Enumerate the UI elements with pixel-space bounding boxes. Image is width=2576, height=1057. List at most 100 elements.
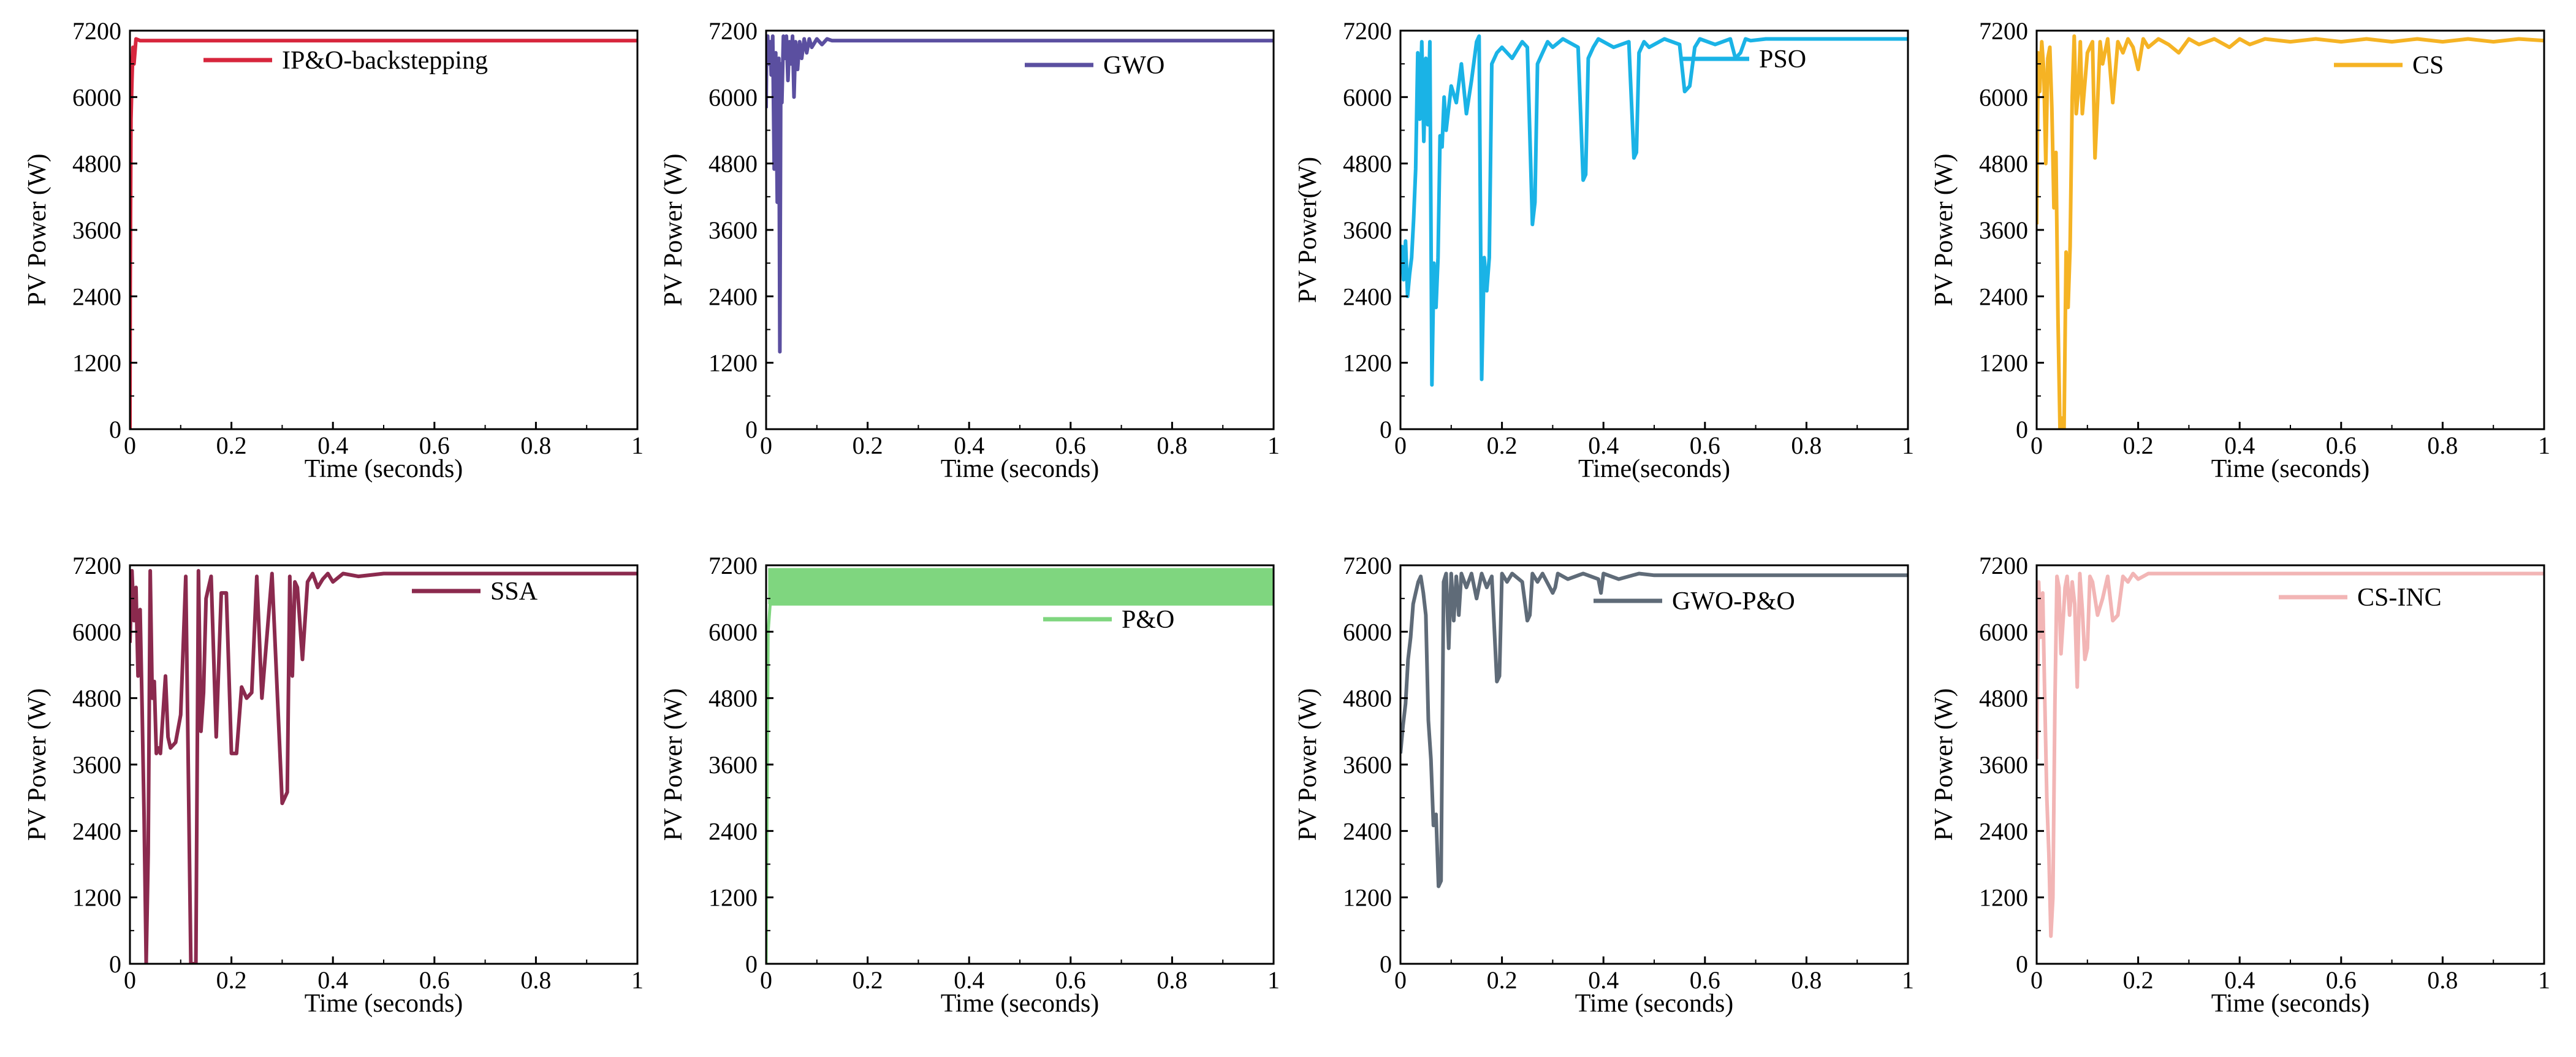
chart-panel-4: 0 0.2 0.4 0.6 0.8 1 0 1200 2400 3600 4800 6000 7200 T… (1930, 17, 2550, 483)
y-tick-label: 2400 (1979, 817, 2028, 845)
y-tick-label: 6000 (1343, 618, 1392, 646)
x-tick-label: 0 (2031, 432, 2043, 459)
y-tick-label: 4800 (72, 685, 121, 712)
y-tick-label: 2400 (709, 283, 758, 310)
x-tick-label: 0.6 (419, 966, 450, 994)
y-tick-label: 2400 (1343, 817, 1392, 845)
legend-label: CS (2412, 52, 2444, 80)
y-tick-label: 7200 (709, 552, 758, 579)
y-axis-label: PV Power (W) (23, 689, 51, 841)
y-tick-label: 1200 (1343, 884, 1392, 912)
y-tick-label: 1200 (709, 349, 758, 377)
x-tick-label: 0.2 (216, 966, 247, 994)
x-axis-label: Time (seconds) (1575, 990, 1734, 1018)
y-tick-label: 0 (1380, 416, 1392, 443)
legend-label: GWO (1103, 52, 1165, 80)
y-tick-label: 6000 (1979, 83, 2028, 111)
x-tick-label: 0.8 (520, 966, 551, 994)
y-tick-label: 1200 (72, 884, 121, 912)
legend-label: P&O (1122, 606, 1174, 634)
x-tick-label: 0 (124, 432, 136, 459)
x-tick-label: 0 (1394, 432, 1407, 459)
x-tick-label: 0.4 (1588, 966, 1619, 994)
y-tick-label: 0 (745, 416, 758, 443)
x-tick-label: 0 (2031, 966, 2043, 994)
series-line (2037, 571, 2544, 938)
x-tick-label: 1 (2538, 966, 2550, 994)
y-tick-label: 4800 (709, 685, 758, 712)
y-tick-label: 3600 (1979, 216, 2028, 244)
y-tick-label: 7200 (72, 17, 121, 45)
y-tick-label: 4800 (1979, 150, 2028, 178)
x-tick-label: 0.6 (1690, 966, 1720, 994)
x-tick-label: 0.2 (1487, 432, 1518, 459)
x-axis-label: Time(seconds) (1578, 455, 1730, 483)
y-tick-label: 3600 (1979, 751, 2028, 779)
y-tick-label: 2400 (72, 283, 121, 310)
y-tick-label: 7200 (1979, 17, 2028, 45)
y-tick-label: 6000 (709, 618, 758, 646)
x-tick-label: 0.6 (1690, 432, 1720, 459)
y-tick-label: 1200 (709, 884, 758, 912)
x-tick-label: 0.6 (1055, 432, 1086, 459)
y-tick-label: 2400 (72, 817, 121, 845)
chart-panel-6: 0 0.2 0.4 0.6 0.8 1 0 1200 2400 3600 4800 6000 7200 T… (659, 552, 1280, 1018)
x-tick-label: 1 (631, 432, 644, 459)
y-tick-label: 7200 (1979, 552, 2028, 579)
x-axis-label: Time (seconds) (305, 455, 463, 483)
plot-frame (2035, 564, 2545, 965)
y-axis-label: PV Power (W) (659, 154, 688, 307)
x-tick-label: 0.8 (1791, 432, 1822, 459)
y-tick-label: 0 (2016, 950, 2028, 978)
y-tick-label: 6000 (709, 83, 758, 111)
y-tick-label: 3600 (709, 751, 758, 779)
x-tick-label: 0 (1394, 966, 1407, 994)
y-tick-label: 3600 (72, 216, 121, 244)
y-tick-label: 1200 (1343, 349, 1392, 377)
y-axis-label: PV Power (W) (1930, 689, 1958, 841)
y-tick-label: 4800 (1343, 685, 1392, 712)
x-tick-label: 0.6 (2326, 966, 2357, 994)
x-tick-label: 0.2 (1487, 966, 1518, 994)
legend-label: CS-INC (2357, 584, 2442, 612)
chart-panel-2: 0 0.2 0.4 0.6 0.8 1 0 1200 2400 3600 4800 6000 7200 T… (659, 17, 1280, 483)
x-tick-label: 1 (1902, 432, 1914, 459)
x-tick-label: 0 (760, 432, 772, 459)
y-tick-label: 7200 (1343, 552, 1392, 579)
y-tick-label: 2400 (1343, 283, 1392, 310)
y-tick-label: 7200 (72, 552, 121, 579)
series-line (766, 34, 1274, 354)
y-tick-label: 7200 (1343, 17, 1392, 45)
series-line (2037, 34, 2544, 429)
plot-frame (765, 29, 1275, 430)
x-tick-label: 0.2 (853, 966, 883, 994)
x-tick-label: 0.4 (2224, 966, 2255, 994)
y-tick-label: 1200 (1979, 884, 2028, 912)
chart-panel-3: 0 0.2 0.4 0.6 0.8 1 0 1200 2400 3600 4800 6000 7200 T… (1294, 17, 1914, 483)
x-tick-label: 0 (760, 966, 772, 994)
y-axis-label: PV Power (W) (23, 154, 51, 307)
plot-frame (765, 564, 1275, 965)
x-axis-label: Time (seconds) (305, 990, 463, 1018)
x-tick-label: 0.8 (1157, 966, 1187, 994)
x-tick-label: 0.2 (216, 432, 247, 459)
y-tick-label: 3600 (72, 751, 121, 779)
x-axis-label: Time (seconds) (941, 990, 1100, 1018)
x-tick-label: 0.6 (419, 432, 450, 459)
legend-label: SSA (490, 578, 538, 606)
y-tick-label: 2400 (1979, 283, 2028, 310)
x-tick-label: 0.4 (1588, 432, 1619, 459)
x-tick-label: 0.4 (954, 966, 984, 994)
x-tick-label: 0 (124, 966, 136, 994)
series-band (768, 568, 1274, 605)
x-axis-label: Time (seconds) (941, 455, 1100, 483)
y-tick-label: 0 (109, 950, 121, 978)
y-tick-label: 0 (745, 950, 758, 978)
x-tick-label: 0.4 (954, 432, 984, 459)
plot-frame (1399, 29, 1909, 430)
y-tick-label: 2400 (709, 817, 758, 845)
y-tick-label: 6000 (72, 83, 121, 111)
chart-panel-1: 0 0.2 0.4 0.6 0.8 1 0 1200 2400 3600 4800 6000 7200 T… (23, 17, 644, 483)
y-tick-label: 0 (1380, 950, 1392, 978)
